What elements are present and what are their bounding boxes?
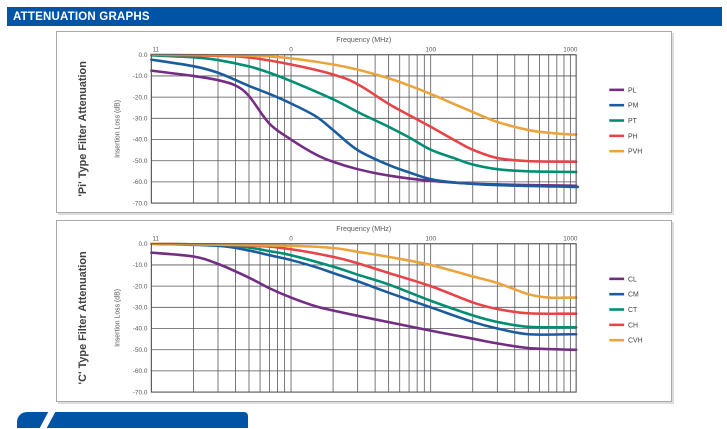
legend-item-PVH: PVH — [609, 149, 642, 156]
swoosh-slash-icon — [39, 411, 56, 429]
c-filter-chart-panel: Frequency (MHz) 11 0 100 1000 0.0 -10.0 -20.0 -3… — [56, 220, 672, 402]
x-axis-title: Frequency (MHz) — [336, 225, 391, 233]
grid-lines — [150, 54, 577, 204]
y-tick-label: -70.0 — [133, 389, 148, 396]
y-tick-label: -10.0 — [133, 262, 148, 269]
x-axis-title: Frequency (MHz) — [336, 36, 391, 44]
legend-item-CT: CT — [609, 307, 638, 314]
y-axis-title: Insertion Loss (dB) — [115, 289, 122, 347]
series-line-CT — [150, 242, 578, 329]
legend-label: PH — [628, 133, 638, 140]
section-title: ATTENUATION GRAPHS — [13, 10, 150, 23]
series-line-CL — [150, 251, 578, 352]
series-line-PM — [150, 58, 580, 189]
series-line-PT — [150, 54, 578, 174]
x-tick-label: 11 — [152, 235, 159, 242]
legend-item-PT: PT — [609, 118, 638, 125]
plot-border — [150, 54, 577, 204]
y-tick-label: -20.0 — [133, 94, 148, 101]
pi-filter-chart-panel: Frequency (MHz) 11 0 100 1000 0.0 -10.0 -20.0 -3… — [56, 31, 672, 213]
legend-label: CVH — [628, 338, 643, 345]
y-tick-label: -70.0 — [133, 200, 148, 207]
chart-side-title: 'C' Type Filter Attenuation — [77, 251, 89, 384]
legend-label: CH — [628, 322, 638, 329]
x-tick-label: 100 — [425, 46, 436, 53]
y-tick-label: -50.0 — [133, 347, 148, 354]
legend-label: PM — [628, 103, 639, 110]
legend-label: CL — [628, 276, 637, 283]
series-line-CM — [150, 242, 578, 336]
series-line-PVH — [150, 53, 578, 136]
legend-item-CVH: CVH — [609, 338, 643, 345]
pi-filter-chart: Frequency (MHz) 11 0 100 1000 0.0 -10.0 -20.0 -3… — [77, 36, 642, 207]
plot-border — [150, 243, 577, 393]
y-tick-label: -60.0 — [133, 179, 148, 186]
y-tick-label: -30.0 — [133, 116, 148, 123]
legend-item-CL: CL — [609, 276, 637, 283]
y-tick-label: -30.0 — [133, 305, 148, 312]
x-tick-label: 11 — [152, 46, 159, 53]
x-tick-label: 0 — [289, 235, 293, 242]
legend-label: CT — [628, 307, 638, 314]
y-tick-label: 0.0 — [139, 241, 148, 248]
legend-item-CM: CM — [609, 292, 639, 299]
x-tick-label: 1000 — [563, 46, 578, 53]
x-tick-label: 1000 — [563, 235, 578, 242]
chart-side-title: 'Pi' Type Filter Attenuation — [77, 61, 89, 196]
legend-item-PH: PH — [609, 133, 638, 140]
legend-item-PL: PL — [609, 87, 637, 94]
legend-item-PM: PM — [609, 103, 639, 110]
section-header-bar: ATTENUATION GRAPHS — [7, 7, 722, 26]
legend-label: PL — [628, 87, 637, 94]
legend-label: CM — [628, 292, 639, 299]
series-line-CH — [150, 242, 578, 316]
legend-item-CH: CH — [609, 322, 638, 329]
y-tick-label: 0.0 — [139, 52, 148, 59]
y-tick-label: -40.0 — [133, 137, 148, 144]
x-tick-label: 100 — [425, 235, 436, 242]
y-axis-title: Insertion Loss (dB) — [115, 100, 122, 158]
y-tick-label: -10.0 — [133, 73, 148, 80]
legend-label: PVH — [628, 149, 642, 156]
footer-swoosh-graphic — [17, 411, 248, 429]
y-tick-label: -40.0 — [133, 326, 148, 333]
series-line-CVH — [150, 242, 578, 300]
y-tick-label: -60.0 — [133, 368, 148, 375]
y-tick-label: -20.0 — [133, 283, 148, 290]
c-filter-chart: Frequency (MHz) 11 0 100 1000 0.0 -10.0 -20.0 -3… — [77, 225, 643, 396]
x-tick-label: 0 — [289, 46, 293, 53]
series-line-PH — [150, 53, 578, 164]
y-tick-label: -50.0 — [133, 158, 148, 165]
legend-label: PT — [628, 118, 638, 125]
